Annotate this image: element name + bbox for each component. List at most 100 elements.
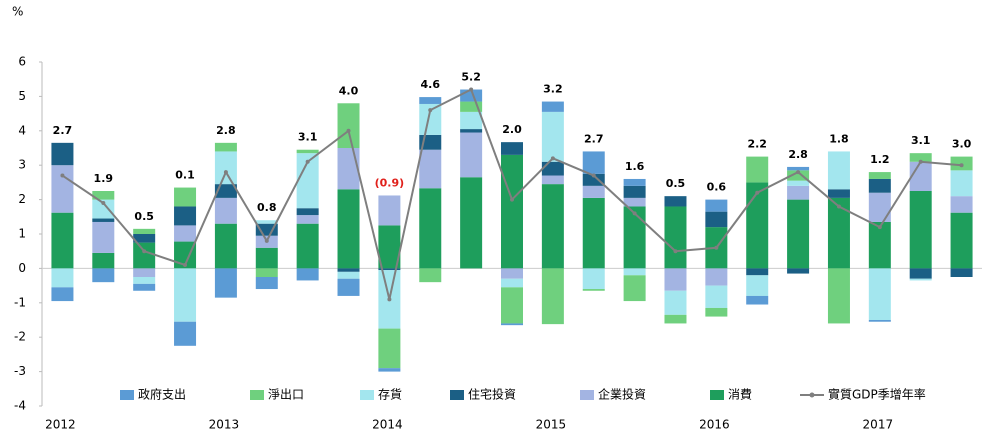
bar-segment	[255, 220, 278, 224]
data-label: 0.6	[707, 181, 727, 194]
line-marker	[305, 159, 310, 164]
bar-segment	[92, 191, 115, 200]
data-label: 1.6	[625, 160, 645, 173]
data-label: 3.1	[911, 134, 931, 147]
bar-segment	[827, 151, 850, 190]
data-label: 2.8	[788, 148, 808, 161]
line-marker	[60, 173, 65, 178]
bar-segment	[950, 268, 973, 277]
y-axis-label: %	[12, 5, 23, 19]
bar-segment	[868, 320, 891, 322]
x-tick-label: 2014	[372, 418, 403, 432]
data-label: (0.9)	[375, 176, 405, 189]
line-marker	[877, 225, 882, 230]
legend-swatch	[250, 390, 264, 400]
bar-segment	[92, 199, 115, 219]
bar-segment	[133, 277, 156, 284]
bar-segment	[705, 307, 728, 317]
bar-segment	[541, 101, 564, 112]
bar-segment	[909, 278, 932, 281]
line-marker	[223, 170, 228, 175]
data-label: 2.7	[53, 124, 73, 137]
bar-segment	[337, 268, 360, 272]
bar-segment	[787, 199, 810, 269]
bar-segment	[909, 153, 932, 162]
bar-segment	[787, 166, 810, 171]
bar-segment	[133, 242, 156, 269]
bar-segment	[541, 184, 564, 269]
bar-segment	[337, 278, 360, 296]
bar-segment	[92, 252, 115, 269]
x-tick-label: 2017	[863, 418, 894, 432]
legend-swatch	[450, 390, 464, 400]
bar-segment	[868, 268, 891, 320]
legend-label: 政府支出	[138, 387, 186, 402]
bar-segment	[623, 178, 646, 186]
bar-segment	[460, 111, 483, 130]
bar-segment	[92, 268, 115, 283]
bar-segment	[337, 103, 360, 148]
bar-segment	[909, 268, 932, 279]
bar-segment	[868, 221, 891, 269]
bar-segment	[51, 165, 74, 213]
bar-segment	[950, 170, 973, 197]
bar-segment	[337, 189, 360, 269]
legend-label: 消費	[728, 387, 752, 402]
bar-segment	[582, 185, 605, 198]
bar-segment	[705, 211, 728, 228]
data-label: 2.7	[584, 132, 604, 145]
data-label: 1.8	[829, 132, 849, 145]
bar-segment	[827, 189, 850, 198]
line-marker	[264, 238, 269, 243]
line-marker	[918, 159, 923, 164]
bar-segment	[582, 151, 605, 174]
bar-segment	[296, 153, 319, 209]
bar-segment	[623, 268, 646, 276]
bar-segment	[664, 206, 687, 269]
data-label: 3.0	[952, 138, 972, 151]
y-tick-label: 1	[18, 227, 26, 241]
line-marker	[469, 87, 474, 92]
legend-swatch	[360, 390, 374, 400]
bar-segment	[255, 277, 278, 290]
line-marker	[591, 173, 596, 178]
bar-segment	[623, 185, 646, 198]
data-label: 4.6	[421, 78, 441, 91]
x-tick-label: 2013	[209, 418, 240, 432]
bar-segment	[950, 196, 973, 213]
bar-segment	[296, 149, 319, 154]
bar-segment	[255, 247, 278, 269]
bar-segment	[378, 368, 401, 372]
line-marker	[836, 204, 841, 209]
bar-segment	[868, 172, 891, 179]
bar-segment	[541, 175, 564, 185]
bar-segment	[419, 103, 442, 135]
x-tick-label: 2015	[536, 418, 567, 432]
bar-segment	[746, 156, 769, 183]
bar-segment	[664, 196, 687, 207]
bar-segment	[419, 268, 442, 283]
bar-segment	[378, 328, 401, 369]
y-tick-label: -1	[14, 295, 26, 309]
bar-segment	[296, 268, 319, 281]
data-label: 0.1	[175, 169, 195, 182]
bar-segment	[827, 268, 850, 324]
legend-label: 實質GDP季增年率	[828, 387, 926, 402]
legend-label: 住宅投資	[468, 387, 516, 402]
bar-segment	[746, 182, 769, 269]
bar-segment	[378, 195, 401, 226]
data-label: 0.5	[134, 210, 154, 223]
line-marker	[959, 163, 964, 168]
bar-segment	[705, 199, 728, 212]
bar-segment	[92, 218, 115, 222]
bar-segment	[909, 191, 932, 269]
bar-segment	[541, 111, 564, 162]
bar-segment	[378, 225, 401, 269]
bar-segment	[337, 148, 360, 190]
line-marker	[101, 201, 106, 206]
bar-segment	[623, 206, 646, 269]
data-label: 2.2	[747, 138, 767, 151]
y-tick-label: 3	[18, 158, 26, 172]
bar-segment	[950, 212, 973, 269]
